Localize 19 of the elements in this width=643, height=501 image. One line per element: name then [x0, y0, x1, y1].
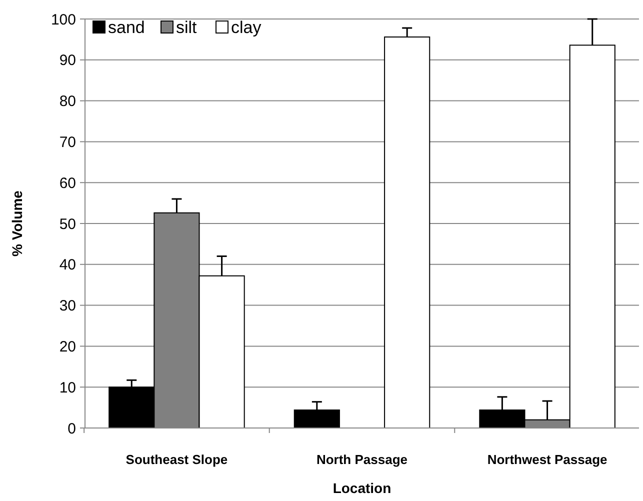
legend-label: silt	[176, 18, 198, 37]
x-axis-title: Location	[332, 480, 392, 496]
y-tick-label: 70	[59, 134, 76, 151]
x-tick-label: Northwest Passage	[487, 452, 608, 467]
y-tick-label: 20	[59, 338, 76, 356]
y-tick-label: 10	[59, 379, 76, 396]
legend-label: clay	[231, 18, 262, 37]
y-tick-label: 80	[59, 93, 76, 110]
y-tick-label: 60	[59, 174, 76, 192]
y-axis-title: % Volume	[9, 190, 25, 256]
y-tick-label: 100	[50, 11, 76, 28]
y-tick-label: 30	[59, 298, 76, 315]
y-tick-label: 50	[59, 216, 76, 233]
x-tick-label: North Passage	[316, 452, 408, 467]
y-tick-label: 90	[59, 52, 76, 70]
legend-label: sand	[108, 18, 145, 37]
x-tick-label: Southeast Slope	[126, 452, 228, 467]
y-tick-label: 0	[68, 420, 76, 438]
y-tick-label: 40	[59, 256, 76, 274]
